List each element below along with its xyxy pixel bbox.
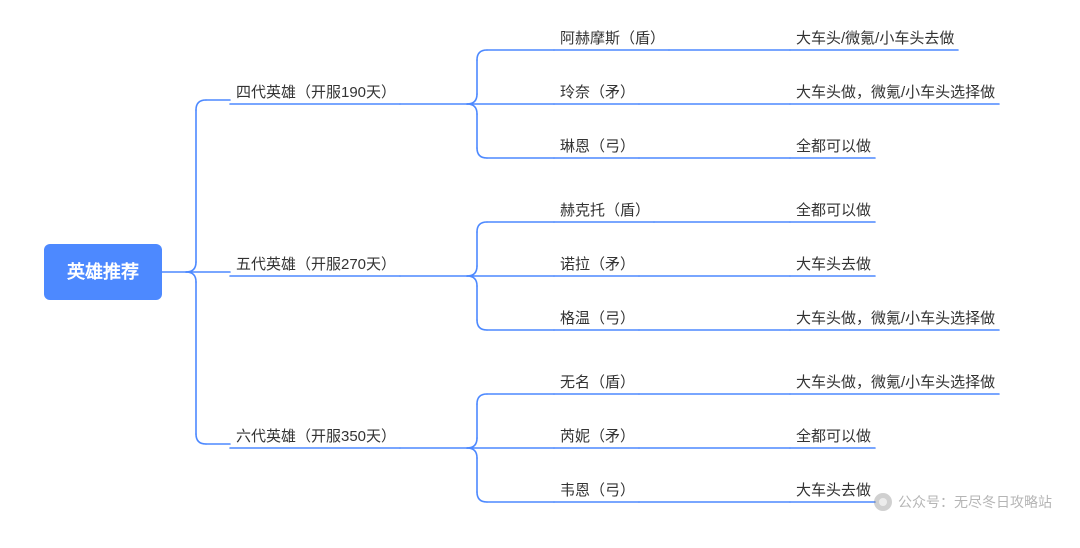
hero-node: 赫克托（盾） [560,199,650,220]
recommendation-node: 大车头去做 [796,253,871,274]
recommendation-node: 全都可以做 [796,425,871,446]
recommendation-node: 大车头去做 [796,479,871,500]
hero-node: 无名（盾） [560,371,635,392]
recommendation-node: 大车头做，微氪/小车头选择做 [796,371,995,392]
recommendation-node: 全都可以做 [796,199,871,220]
root-node: 英雄推荐 [44,244,162,300]
recommendation-node: 大车头/微氪/小车头去做 [796,27,954,48]
recommendation-node: 大车头做，微氪/小车头选择做 [796,307,995,328]
generation-node: 五代英雄（开服270天） [236,253,396,274]
hero-node: 阿赫摩斯（盾） [560,27,665,48]
hero-node: 玲奈（矛） [560,81,635,102]
recommendation-node: 全都可以做 [796,135,871,156]
recommendation-node: 大车头做，微氪/小车头选择做 [796,81,995,102]
generation-node: 六代英雄（开服350天） [236,425,396,446]
hero-node: 芮妮（矛） [560,425,635,446]
hero-node: 琳恩（弓） [560,135,635,156]
hero-node: 诺拉（矛） [560,253,635,274]
generation-node: 四代英雄（开服190天） [236,81,396,102]
hero-node: 韦恩（弓） [560,479,635,500]
hero-node: 格温（弓） [560,307,635,328]
